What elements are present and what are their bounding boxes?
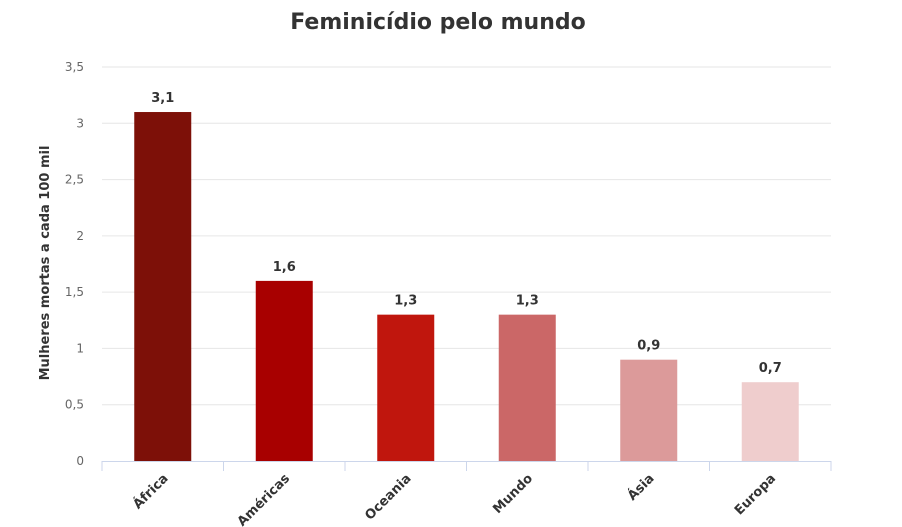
gridlines <box>102 66 831 406</box>
x-axis <box>101 461 832 471</box>
y-tick-label: 1,5 <box>65 285 84 299</box>
x-tick-label: Mundo <box>490 471 536 517</box>
y-tick-label: 2,5 <box>65 173 84 187</box>
x-tick-label: África <box>130 471 172 513</box>
y-axis-ticks: 0 0,5 1 1,5 2 2,5 3 3,5 <box>65 60 84 468</box>
chart-title: Feminicídio pelo mundo <box>290 10 585 35</box>
bar <box>620 359 678 461</box>
data-label: 1,6 <box>273 260 296 275</box>
data-labels: 3,1 1,6 1,3 1,3 0,9 0,7 <box>151 91 782 376</box>
data-label: 1,3 <box>394 294 417 309</box>
y-tick-label: 1 <box>76 341 84 355</box>
data-label: 1,3 <box>516 294 539 309</box>
y-axis-label: Mulheres mortas a cada 100 mil <box>38 146 53 381</box>
y-tick-label: 0 <box>76 454 84 468</box>
y-tick-label: 3,5 <box>65 60 84 74</box>
data-label: 0,7 <box>759 361 782 376</box>
bar <box>134 112 192 462</box>
x-axis-ticks: África Américas Oceania Mundo Ásia Europa <box>130 471 779 527</box>
data-label: 3,1 <box>151 91 174 106</box>
x-tick-label: Europa <box>732 471 779 518</box>
bar <box>255 280 313 461</box>
bar <box>741 382 799 461</box>
y-tick-label: 2 <box>76 229 84 243</box>
x-tick-label: Oceania <box>362 471 414 523</box>
x-tick-label: Américas <box>235 471 294 527</box>
bars <box>134 112 799 462</box>
data-label: 0,9 <box>637 339 660 354</box>
y-tick-label: 3 <box>76 116 84 130</box>
y-tick-label: 0,5 <box>65 398 84 412</box>
bar <box>377 314 435 461</box>
bar <box>498 314 556 461</box>
x-tick-label: Ásia <box>624 471 657 504</box>
